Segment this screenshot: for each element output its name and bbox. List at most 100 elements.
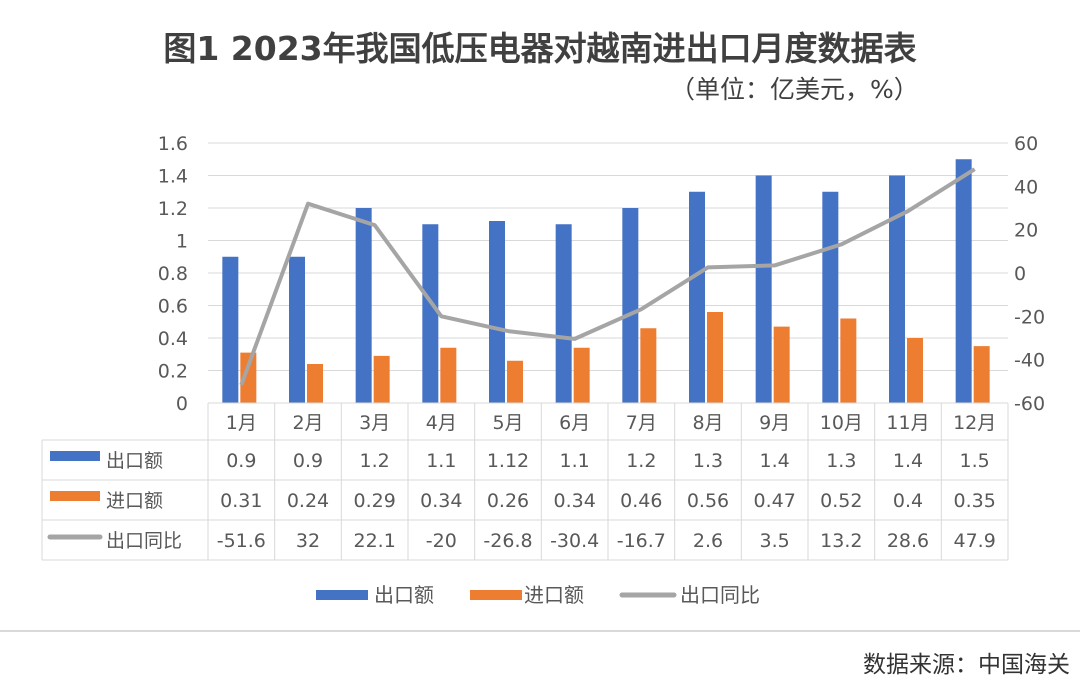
bar-import xyxy=(307,364,323,403)
y-tick-right: -40 xyxy=(1014,350,1045,372)
table-cell: 1.3 xyxy=(693,450,723,472)
y-tick-right: -20 xyxy=(1014,306,1045,328)
table-cell: 1.2 xyxy=(626,450,656,472)
table-cell: 32 xyxy=(296,530,320,552)
table-cell: 3.5 xyxy=(760,530,790,552)
table-cell: 0.34 xyxy=(554,490,596,512)
bar-import xyxy=(840,318,857,403)
table-row-label: 出口额 xyxy=(106,450,163,472)
x-tick-label: 1月 xyxy=(226,412,257,434)
x-tick-label: 4月 xyxy=(426,412,457,434)
y-tick-right: 20 xyxy=(1014,220,1038,242)
divider xyxy=(0,630,1080,632)
table-cell: 0.9 xyxy=(226,450,256,472)
bar-export xyxy=(689,191,705,403)
table-cell: 0.4 xyxy=(893,490,923,512)
line-export-yoy xyxy=(239,167,976,386)
y-tick-left: 1.2 xyxy=(158,198,188,220)
legend-key xyxy=(470,590,522,600)
legend-label: 出口额 xyxy=(374,583,434,607)
bar-export xyxy=(889,175,905,403)
bar-export xyxy=(222,256,239,403)
table-cell: 1.12 xyxy=(487,450,529,472)
bar-import xyxy=(707,312,723,403)
bar-import xyxy=(973,346,990,403)
x-tick-label: 12月 xyxy=(953,412,996,434)
table-cell: 0.26 xyxy=(487,490,529,512)
x-tick-label: 7月 xyxy=(626,412,657,434)
bar-export xyxy=(555,224,572,403)
table-cell: -51.6 xyxy=(217,530,266,552)
y-tick-left: 1 xyxy=(176,231,188,253)
bar-export xyxy=(489,221,505,403)
table-cell: 0.35 xyxy=(954,490,996,512)
table-cell: 0.52 xyxy=(820,490,862,512)
y-tick-left: 1.4 xyxy=(158,166,188,188)
table-cell: 1.1 xyxy=(426,450,456,472)
bar-export xyxy=(822,191,839,403)
table-cell: 22.1 xyxy=(354,530,396,552)
table-cell: 0.24 xyxy=(287,490,329,512)
table-cell: 1.5 xyxy=(960,450,990,472)
legend-label: 出口同比 xyxy=(680,583,760,607)
x-tick-label: 10月 xyxy=(820,412,863,434)
bar-export xyxy=(422,224,439,403)
y-tick-right: 60 xyxy=(1014,133,1038,155)
bar-import xyxy=(373,355,390,403)
y-tick-left: 1.6 xyxy=(158,133,188,155)
bar-import xyxy=(640,328,657,403)
y-tick-right: 40 xyxy=(1014,176,1038,198)
y-tick-left: 0 xyxy=(176,393,188,415)
x-tick-label: 9月 xyxy=(759,412,790,434)
table-cell: 1.3 xyxy=(826,450,856,472)
bar-import xyxy=(573,347,590,403)
legend-key xyxy=(316,590,368,600)
y-tick-right: -60 xyxy=(1014,393,1045,415)
x-tick-label: 8月 xyxy=(692,412,723,434)
table-cell: 0.9 xyxy=(293,450,323,472)
table-cell: 47.9 xyxy=(954,530,996,552)
table-cell: 0.47 xyxy=(754,490,796,512)
bar-export xyxy=(955,159,972,403)
table-cell: -16.7 xyxy=(617,530,666,552)
bar-export xyxy=(755,175,772,403)
table-cell: 0.31 xyxy=(220,490,262,512)
table-cell: 0.34 xyxy=(420,490,462,512)
table-cell: 13.2 xyxy=(820,530,862,552)
bar-import xyxy=(240,352,257,403)
table-cell: 0.46 xyxy=(620,490,662,512)
table-legend-key xyxy=(50,491,100,501)
bar-export xyxy=(289,256,305,403)
y-tick-left: 0.6 xyxy=(158,296,188,318)
bar-export xyxy=(355,208,372,403)
table-legend-key xyxy=(50,451,100,461)
y-tick-left: 0.2 xyxy=(158,361,188,383)
bar-import xyxy=(507,360,523,403)
chart-title: 图1 2023年我国低压电器对越南进出口月度数据表 xyxy=(163,29,917,68)
table-cell: 2.6 xyxy=(693,530,723,552)
bar-import xyxy=(907,338,923,403)
x-tick-label: 5月 xyxy=(492,412,523,434)
table-cell: 1.4 xyxy=(760,450,790,472)
y-tick-right: 0 xyxy=(1014,263,1026,285)
x-tick-label: 6月 xyxy=(559,412,590,434)
y-tick-left: 0.4 xyxy=(158,328,188,350)
table-row-label: 出口同比 xyxy=(106,530,182,552)
x-tick-label: 3月 xyxy=(359,412,390,434)
table-row-label: 进口额 xyxy=(106,490,163,512)
chart-subtitle: （单位：亿美元，%） xyxy=(670,75,919,104)
bar-import xyxy=(440,347,457,403)
x-tick-label: 11月 xyxy=(886,412,929,434)
table-cell: 1.2 xyxy=(360,450,390,472)
bar-export xyxy=(622,208,639,403)
legend-label: 进口额 xyxy=(524,583,584,607)
table-cell: 1.1 xyxy=(560,450,590,472)
table-cell: -20 xyxy=(426,530,457,552)
table-cell: -30.4 xyxy=(550,530,599,552)
table-cell: 0.56 xyxy=(687,490,729,512)
y-tick-left: 0.8 xyxy=(158,263,188,285)
bar-import xyxy=(773,326,790,403)
table-cell: 1.4 xyxy=(893,450,923,472)
